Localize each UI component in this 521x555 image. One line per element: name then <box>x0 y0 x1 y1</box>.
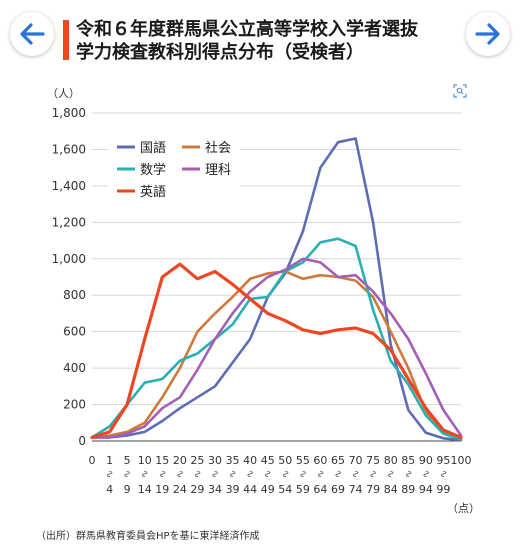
y-tick-label: 1,800 <box>52 106 86 120</box>
x-tick-label-end: 54 <box>278 483 292 496</box>
legend-label: 英語 <box>140 184 166 200</box>
x-tick-label: 75 <box>366 454 380 467</box>
x-tick-label: 60 <box>313 454 327 467</box>
lens-icon <box>453 84 467 98</box>
x-tick-label-end: 64 <box>313 483 327 496</box>
x-tick-range-mark: ∿ <box>227 470 238 478</box>
x-tick-label-end: 29 <box>190 483 204 496</box>
x-tick-label-end: 19 <box>155 483 169 496</box>
x-tick-label: 85 <box>401 454 415 467</box>
x-tick-label: 50 <box>278 454 292 467</box>
x-tick-range-mark: ∿ <box>332 470 343 478</box>
series-layer <box>90 137 463 442</box>
x-tick-range-mark: ∿ <box>139 470 150 478</box>
x-tick-range-mark: ∿ <box>402 470 413 478</box>
x-tick-label-end: 84 <box>384 483 398 496</box>
x-tick-range-mark: ∿ <box>297 470 308 478</box>
y-tick-label: 600 <box>63 325 86 339</box>
x-tick-label: 20 <box>173 454 187 467</box>
x-tick-label-end: 24 <box>173 483 187 496</box>
series-line-数学 <box>90 237 463 441</box>
x-tick-label: 35 <box>226 454 240 467</box>
y-tick-label: 1,600 <box>52 142 86 156</box>
previous-arrow-button[interactable] <box>10 12 54 56</box>
x-tick-range-mark: ∿ <box>121 470 132 478</box>
legend-label: 数学 <box>140 162 166 178</box>
chart-title-line1: 令和６年度群馬県公立高等学校入学者選抜 <box>76 19 418 40</box>
visual-search-icon[interactable] <box>453 83 467 98</box>
x-tick-label: 80 <box>384 454 398 467</box>
x-tick-range-mark: ∿ <box>174 470 185 478</box>
x-tick-label: 1 <box>106 454 113 467</box>
x-tick-range-mark: ∿ <box>350 470 361 478</box>
x-tick-label-end: 44 <box>243 483 257 496</box>
y-tick-label: 800 <box>63 288 86 302</box>
x-tick-range-mark: ∿ <box>262 470 273 478</box>
x-tick-label-end: 39 <box>226 483 240 496</box>
x-tick-label: 5 <box>124 454 131 467</box>
x-tick-label-end: 14 <box>138 483 152 496</box>
y-tick-label: 1,200 <box>52 215 86 229</box>
x-tick-range-mark: ∿ <box>367 470 378 478</box>
x-tick-label-end: 49 <box>261 483 275 496</box>
source-note: （出所）群馬県教育委員会HPを基に東洋経済作成 <box>36 531 260 542</box>
x-tick-range-mark: ∿ <box>156 470 167 478</box>
x-tick-label-end: 59 <box>296 483 310 496</box>
y-tick-label: 400 <box>63 361 86 375</box>
x-tick-label: 15 <box>155 454 169 467</box>
x-tick-label: 95 <box>436 454 450 467</box>
legend-label: 社会 <box>205 140 231 156</box>
x-tick-label: 0 <box>89 454 96 467</box>
x-tick-range-mark: ∿ <box>385 470 396 478</box>
x-tick-range-mark: ∿ <box>314 470 325 478</box>
title-accent-bar <box>63 20 69 60</box>
series-line-理科 <box>90 257 463 439</box>
x-tick-label-end: 74 <box>349 483 363 496</box>
chart-title: 令和６年度群馬県公立高等学校入学者選抜 学力検査教科別得点分布（受検者） <box>76 18 456 64</box>
x-tick-label-end: 69 <box>331 483 345 496</box>
x-tick-label-end: 9 <box>124 483 131 496</box>
x-tick-range-mark: ∿ <box>104 470 115 478</box>
x-tick-range-mark: ∿ <box>191 470 202 478</box>
arrow-left-icon <box>20 23 45 45</box>
x-tick-range-mark: ∿ <box>420 470 431 478</box>
series-line-英語 <box>90 262 463 439</box>
x-tick-range-mark: ∿ <box>209 470 220 478</box>
x-tick-range-mark: ∿ <box>437 470 448 478</box>
x-tick-label: 70 <box>349 454 363 467</box>
x-tick-label: 65 <box>331 454 345 467</box>
y-axis-unit-label: （人） <box>47 87 80 100</box>
legend-label: 理科 <box>205 163 231 178</box>
chart-title-line2: 学力検査教科別得点分布（受検者） <box>76 42 364 63</box>
x-tick-range-mark: ∿ <box>244 470 255 478</box>
x-tick-label: 40 <box>243 454 257 467</box>
x-tick-label-end: 94 <box>419 483 433 496</box>
x-tick-label: 10 <box>138 454 152 467</box>
x-tick-label-end: 79 <box>366 483 380 496</box>
y-tick-label: 1,400 <box>52 179 86 193</box>
x-tick-label: 45 <box>261 454 275 467</box>
arrow-right-icon <box>475 23 500 45</box>
legend-label: 国語 <box>140 140 166 156</box>
x-tick-label: 25 <box>190 454 204 467</box>
x-tick-label-end: 89 <box>401 483 415 496</box>
next-arrow-button[interactable] <box>466 12 510 56</box>
x-tick-label: 30 <box>208 454 222 467</box>
y-tick-label: 200 <box>63 398 86 412</box>
x-tick-label: 90 <box>419 454 433 467</box>
x-tick-label: 100 <box>451 454 472 467</box>
y-tick-label: 0 <box>78 434 86 448</box>
x-tick-label-end: 34 <box>208 483 222 496</box>
x-tick-label-end: 4 <box>106 483 113 496</box>
x-tick-range-mark: ∿ <box>279 470 290 478</box>
x-axis-unit-label: （点） <box>447 502 480 515</box>
series-line-社会 <box>90 270 463 441</box>
y-tick-label: 1,000 <box>52 252 86 266</box>
x-tick-label-end: 99 <box>436 483 450 496</box>
x-tick-label: 55 <box>296 454 310 467</box>
